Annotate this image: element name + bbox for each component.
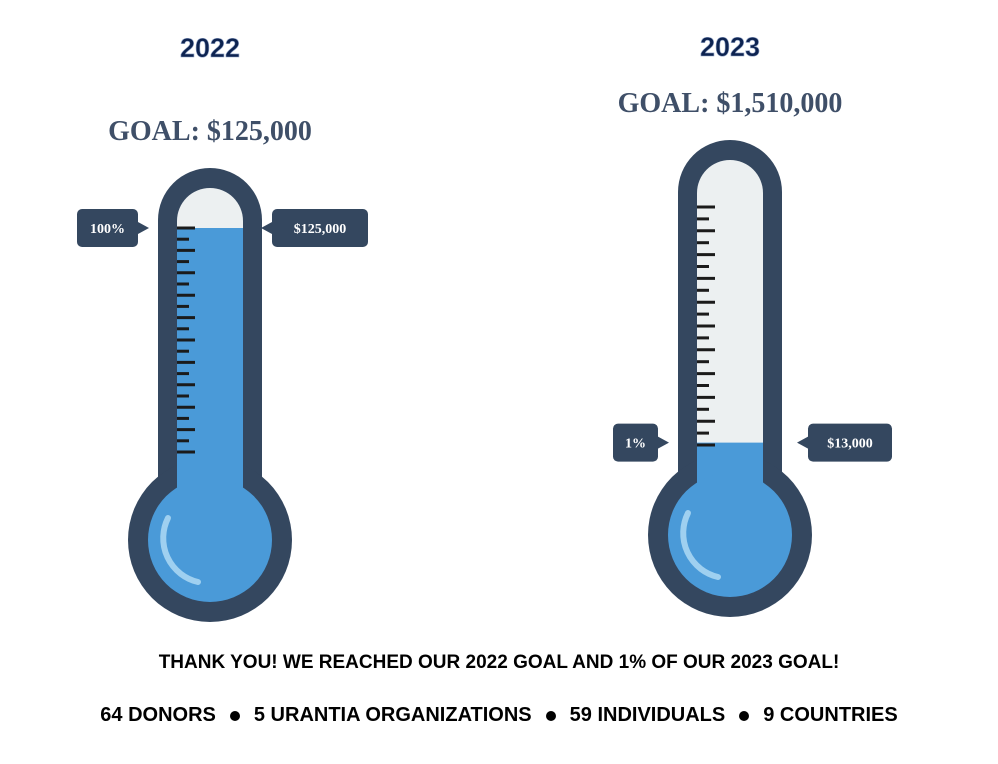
thank-you-message: THANK YOU! WE REACHED OUR 2022 GOAL AND …: [158, 652, 840, 673]
bulb-shine: [160, 515, 201, 585]
stat: 9 COUNTRIES: [763, 704, 898, 726]
stat: 5 URANTIA ORGANIZATIONS: [253, 704, 532, 726]
goal: GOAL: $125,000: [108, 116, 312, 147]
percent-label: 100%: [90, 222, 125, 237]
bulb-fill: [668, 473, 792, 597]
infographic: 2022 GOAL: $125,000 100% $125,000 2023 GOAL: …: [77, 32, 892, 622]
stat: 64 DONORS: [100, 704, 216, 726]
bulb-fill: [148, 478, 272, 602]
year: 2023: [700, 32, 760, 62]
callout-arrow: [138, 222, 149, 234]
bullet: [739, 710, 750, 721]
callout-arrow: [261, 222, 272, 234]
year: 2022: [180, 33, 240, 63]
stats-line: 64 DONORS 5 URANTIA ORGANIZATIONS 59 IND…: [0, 704, 998, 727]
percent-label: 1%: [625, 437, 646, 452]
goal: GOAL: $1,510,000: [618, 88, 843, 119]
amount-callout: [808, 423, 892, 462]
bulb-shine: [680, 510, 721, 580]
amount-callout: [272, 209, 368, 247]
bullet: [545, 710, 556, 721]
bullet: [229, 710, 240, 721]
callout-arrow: [658, 436, 669, 449]
callout-arrow: [797, 436, 808, 449]
amount-label: $13,000: [827, 437, 873, 452]
stat: 59 INDIVIDUALS: [569, 704, 726, 726]
percent-callout: [613, 423, 658, 462]
amount-label: $125,000: [294, 222, 347, 237]
percent-callout: [77, 209, 138, 247]
